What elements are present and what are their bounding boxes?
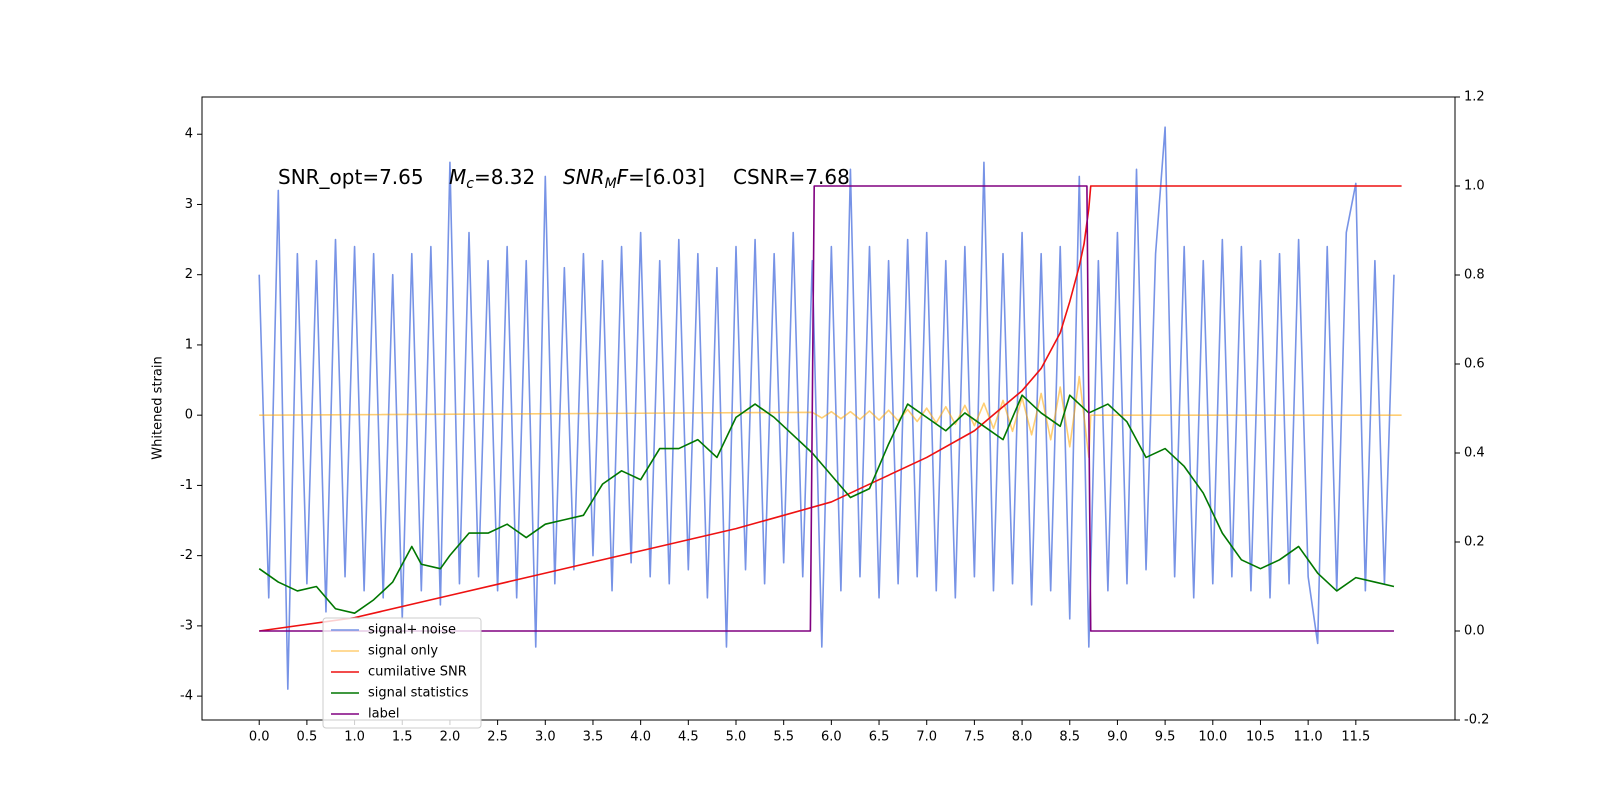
y2-tick-label: 0.0: [1464, 624, 1485, 639]
x-tick-label: 4.5: [678, 730, 699, 745]
y2-tick-label: 1.2: [1464, 90, 1485, 105]
y2-tick-label: 1.0: [1464, 179, 1485, 194]
annotation-run: c: [466, 176, 474, 192]
series-line: [258, 126, 1395, 690]
y2-tick-label: 0.8: [1464, 268, 1485, 283]
x-tick-label: 8.5: [1059, 730, 1080, 745]
x-tick-label: 2.0: [440, 730, 461, 745]
series-line: [259, 375, 1402, 459]
annotation-run: M: [605, 176, 617, 192]
series-line: [259, 185, 1402, 632]
x-tick-label: 6.5: [869, 730, 890, 745]
y2-tick-label: 0.2: [1464, 535, 1485, 550]
annotation-run: =[6.03]: [628, 165, 705, 189]
y-tick-label: 1: [185, 337, 193, 352]
x-tick-label: 1.5: [392, 730, 413, 745]
y-axis-label: Whitened strain: [151, 356, 166, 459]
x-tick-label: 7.0: [916, 730, 937, 745]
y-tick-label: -1: [180, 478, 193, 493]
annotation: SNR_opt=7.65: [278, 165, 424, 189]
legend-label: label: [368, 707, 399, 722]
x-tick-label: 10.5: [1246, 730, 1275, 745]
x-tick-label: 4.0: [630, 730, 651, 745]
x-tick-label: 0.0: [249, 730, 270, 745]
y-tick-label: 4: [185, 127, 193, 142]
x-tick-label: 8.0: [1012, 730, 1033, 745]
x-tick-label: 6.0: [821, 730, 842, 745]
annotation-run: F: [617, 165, 629, 189]
y-tick-label: 3: [185, 197, 193, 212]
y-tick-label: -4: [180, 689, 193, 704]
legend-label: signal+ noise: [368, 623, 456, 638]
series-line: [258, 394, 1395, 614]
y-tick-label: -2: [180, 548, 193, 563]
x-tick-label: 10.0: [1198, 730, 1227, 745]
x-tick-label: 5.5: [773, 730, 794, 745]
x-tick-label: 0.5: [297, 730, 318, 745]
y2-tick-label: 0.4: [1464, 446, 1485, 461]
x-tick-label: 3.0: [535, 730, 556, 745]
x-tick-label: 9.5: [1155, 730, 1176, 745]
x-tick-label: 9.0: [1107, 730, 1128, 745]
y-tick-label: 2: [185, 267, 193, 282]
x-tick-label: 11.5: [1341, 730, 1370, 745]
x-tick-label: 5.0: [726, 730, 747, 745]
legend-label: signal only: [368, 644, 438, 659]
annotation-run: SNR_opt=7.65: [278, 165, 424, 189]
y-tick-label: -3: [180, 618, 193, 633]
y-tick-label: 0: [185, 408, 193, 423]
x-tick-label: 3.5: [583, 730, 604, 745]
legend-label: signal statistics: [368, 686, 469, 701]
annotation-run: =8.32: [474, 165, 535, 189]
annotation-run: SNR: [563, 165, 605, 189]
y2-tick-label: -0.2: [1464, 713, 1489, 728]
legend-box: [322, 617, 482, 729]
annotation: Mc=8.32: [449, 165, 535, 193]
x-tick-label: 7.5: [964, 730, 985, 745]
x-tick-label: 11.0: [1294, 730, 1323, 745]
x-tick-label: 2.5: [487, 730, 508, 745]
x-tick-label: 1.0: [344, 730, 365, 745]
axes-frame: [201, 96, 1456, 721]
annotation-run: CSNR=7.68: [733, 165, 850, 189]
legend-label: cumilative SNR: [368, 665, 467, 680]
annotation: CSNR=7.68: [733, 165, 850, 189]
annotation: SNRMF=[6.03]: [563, 165, 705, 193]
series-line: [259, 185, 1394, 632]
y2-tick-label: 0.6: [1464, 357, 1485, 372]
annotation-run: M: [449, 165, 466, 189]
